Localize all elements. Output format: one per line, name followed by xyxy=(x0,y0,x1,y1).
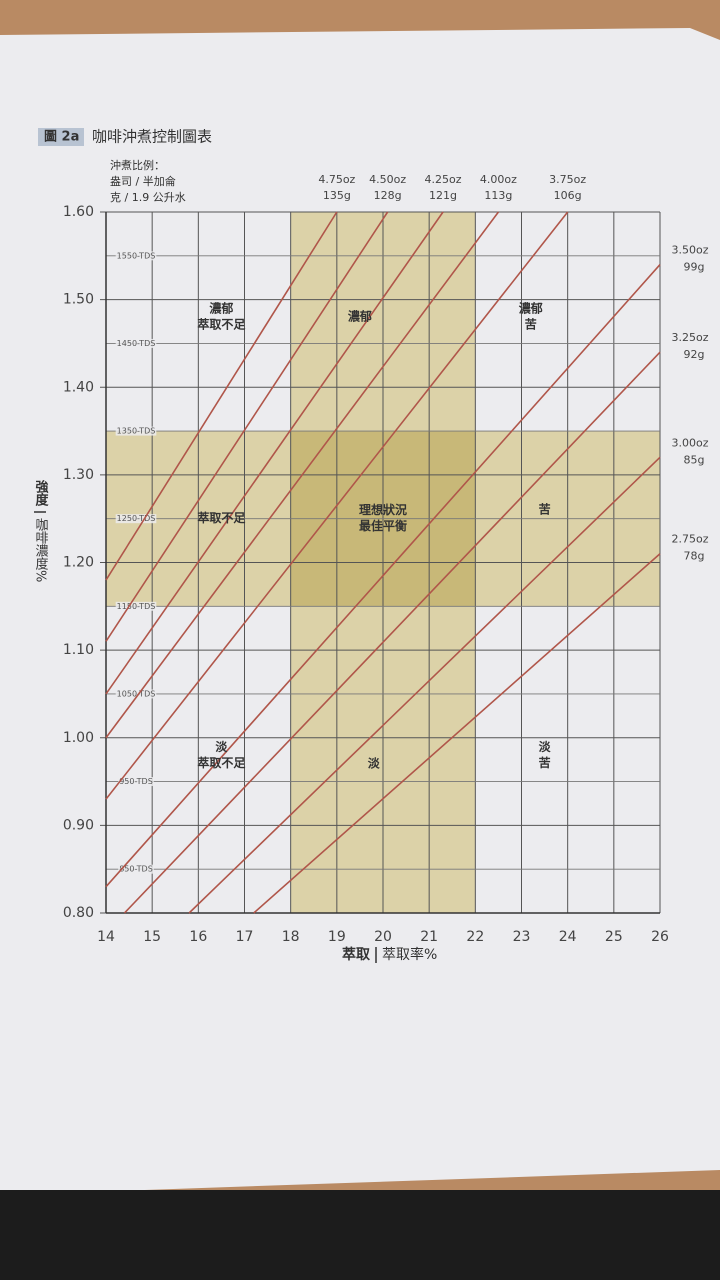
y-tick-label: 1.40 xyxy=(63,379,94,395)
chart-title: 咖啡沖煮控制圖表 xyxy=(92,128,212,146)
ratio-line xyxy=(105,211,500,739)
ratio-g: 113g xyxy=(484,189,512,202)
tds-tick-label: 1250-TDS xyxy=(117,514,156,523)
tds-tick-label: 1550-TDS xyxy=(117,251,156,260)
x-tick-label: 19 xyxy=(328,929,346,945)
ratio-g: 135g xyxy=(323,189,351,202)
ratio-oz: 3.75oz xyxy=(549,173,586,186)
x-tick-label: 24 xyxy=(559,929,577,945)
ratio-oz: 4.50oz xyxy=(369,173,406,186)
zone-label: 苦 xyxy=(539,501,551,516)
x-tick-label: 22 xyxy=(466,929,484,945)
tds-label-bg xyxy=(115,601,157,611)
x-axis-title: 萃取 xyxy=(342,946,371,963)
ratio-line xyxy=(105,211,444,695)
zone-label: 苦 xyxy=(525,317,537,332)
tds-label-bg xyxy=(115,426,157,436)
y-tick-label: 1.00 xyxy=(63,730,94,746)
x-tick-label: 16 xyxy=(189,929,207,945)
ratio-oz: 4.00oz xyxy=(480,173,517,186)
tds-label-bg xyxy=(115,338,157,348)
zone-label: 萃取不足 xyxy=(197,755,245,770)
ratio-line xyxy=(105,211,338,581)
tds-tick-label: 1150-TDS xyxy=(117,602,156,611)
ratio-heading: 克 / 1.9 公升水 xyxy=(110,191,186,204)
tds-tick-label: 1450-TDS xyxy=(117,339,156,348)
figure-label: 圖 2a xyxy=(44,129,79,145)
x-tick-label: 26 xyxy=(651,929,669,945)
y-tick-label: 1.20 xyxy=(63,555,94,571)
tds-label-bg xyxy=(118,777,154,787)
ratio-g: 99g xyxy=(684,261,705,274)
ratio-line xyxy=(123,351,661,914)
zone-label: 苦 xyxy=(539,755,551,770)
ratio-g: 121g xyxy=(429,189,457,202)
ratio-oz: 4.25oz xyxy=(425,173,462,186)
zone-label: 淡 xyxy=(215,740,228,754)
plot: 14 15 16 17 18 19 20 21 22 23 24 25 26 0.80 0.90 1.00 1.… xyxy=(33,173,709,963)
zone-label: 濃郁 xyxy=(348,309,372,324)
tds-label-bg xyxy=(118,864,154,874)
figure-badge xyxy=(38,128,84,146)
x-tick-label: 21 xyxy=(420,929,438,945)
ratio-g: 92g xyxy=(684,348,705,361)
y-tick-label: 0.80 xyxy=(63,905,94,921)
y-tick-label: 1.60 xyxy=(63,204,94,220)
zone-label: 萃取不足 xyxy=(197,317,245,332)
ratio-line xyxy=(105,211,389,642)
ratio-g: 78g xyxy=(684,550,705,563)
y-tick-label: 0.90 xyxy=(63,817,94,833)
ratio-line xyxy=(253,553,661,914)
y-tick-label: 1.10 xyxy=(63,642,94,658)
ratio-oz: 3.25oz xyxy=(672,331,709,344)
y-axis-title: 強度 xyxy=(33,479,49,507)
shadow xyxy=(0,1190,720,1280)
x-tick-label: 25 xyxy=(605,929,623,945)
ratio-line xyxy=(105,264,661,888)
zone-label: 淡 xyxy=(368,757,381,771)
ratio-oz: 3.50oz xyxy=(672,244,709,257)
x-tick-label: 15 xyxy=(143,929,161,945)
zone-label: 濃郁 xyxy=(209,301,233,316)
zone-label: 最佳平衡 xyxy=(359,518,407,533)
ratio-oz: 2.75oz xyxy=(672,533,709,546)
ratio-oz: 3.00oz xyxy=(672,436,709,449)
x-tick-label: 23 xyxy=(513,929,531,945)
y-axis-title: 咖啡濃度% xyxy=(33,518,49,582)
ratio-g: 128g xyxy=(374,189,402,202)
ratio-line xyxy=(105,211,569,800)
zone-label: 淡 xyxy=(539,740,552,754)
tds-tick-label: 850-TDS xyxy=(119,865,153,874)
x-tick-label: 18 xyxy=(282,929,300,945)
zone-label: 萃取不足 xyxy=(197,510,245,525)
ratio-heading: 沖煮比例： xyxy=(110,158,165,172)
y-tick-label: 1.50 xyxy=(63,292,94,308)
tds-label-bg xyxy=(115,514,157,524)
zone-label: 理想狀況 xyxy=(359,502,407,517)
x-axis-title: 萃取率% xyxy=(382,946,437,963)
tds-tick-label: 950-TDS xyxy=(119,777,153,786)
ratio-g: 85g xyxy=(684,453,705,466)
y-tick-label: 1.30 xyxy=(63,467,94,483)
tds-tick-label: 1050-TDS xyxy=(117,689,156,698)
ratio-line xyxy=(188,456,661,914)
tds-tick-label: 1350-TDS xyxy=(117,427,156,436)
x-tick-label: 14 xyxy=(97,929,115,945)
zone-label: 濃郁 xyxy=(519,301,543,316)
x-tick-label: 20 xyxy=(374,929,392,945)
ratio-heading: 盎司 / 半加侖 xyxy=(110,174,176,188)
ratio-oz: 4.75oz xyxy=(318,173,355,186)
tds-label-bg xyxy=(115,251,157,261)
x-tick-label: 17 xyxy=(236,929,254,945)
tds-label-bg xyxy=(115,689,157,699)
ratio-g: 106g xyxy=(554,189,582,202)
